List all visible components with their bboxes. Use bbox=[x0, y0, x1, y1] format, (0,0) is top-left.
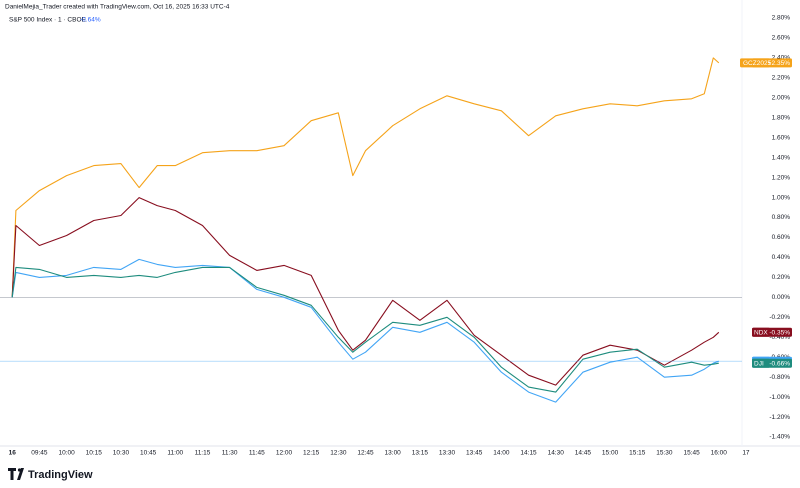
x-tick-label: 15:45 bbox=[683, 450, 700, 457]
symbol[interactable]: S&P 500 Index · 1 · CBOE bbox=[9, 17, 86, 24]
y-tick-label: 2.60% bbox=[772, 35, 791, 42]
y-tick-label: 0.00% bbox=[772, 294, 791, 301]
y-tick-label: 0.20% bbox=[772, 274, 791, 281]
x-tick-label: 15:00 bbox=[602, 450, 619, 457]
x-tick-label: 13:00 bbox=[385, 450, 402, 457]
x-tick-label: 11:45 bbox=[249, 450, 265, 457]
x-tick-label: 10:15 bbox=[86, 450, 103, 457]
x-tick-label: 16:00 bbox=[711, 450, 728, 457]
brand: TradingView bbox=[28, 469, 93, 481]
logo bbox=[8, 468, 24, 480]
y-tick-label: 1.00% bbox=[772, 194, 791, 201]
y-tick-label: 2.20% bbox=[772, 75, 791, 82]
y-tick-label: -0.20% bbox=[769, 314, 790, 321]
badge-name: GCZ2025 bbox=[743, 60, 772, 67]
y-tick-label: 1.40% bbox=[772, 154, 791, 161]
y-tick-label: 1.60% bbox=[772, 134, 791, 141]
badge-name: DJI bbox=[754, 360, 764, 367]
y-tick-label: 2.40% bbox=[772, 55, 791, 62]
badge-value: -0.35% bbox=[769, 329, 790, 336]
last-value-badge: DJI -0.66% bbox=[752, 358, 792, 368]
badge-value: -0.66% bbox=[769, 360, 790, 367]
badge-name: NDX bbox=[754, 329, 768, 336]
x-tick-label: 14:45 bbox=[575, 450, 592, 457]
x-tick-label: 12:15 bbox=[303, 450, 320, 457]
x-tick-label: 14:00 bbox=[493, 450, 510, 457]
x-tick-label: 11:00 bbox=[167, 450, 183, 457]
x-tick-label: 09:45 bbox=[31, 450, 48, 457]
x-tick-label: 12:30 bbox=[330, 450, 347, 457]
y-tick-label: 2.80% bbox=[772, 15, 791, 22]
x-tick-label: 17 bbox=[742, 450, 750, 457]
y-tick-label: 1.80% bbox=[772, 114, 791, 121]
y-tick-label: -0.80% bbox=[769, 374, 790, 381]
x-tick-label: 13:30 bbox=[439, 450, 456, 457]
symbol-change: -0.64% bbox=[80, 17, 101, 24]
badge-name-box bbox=[740, 58, 770, 68]
x-tick-label: 13:45 bbox=[466, 450, 483, 457]
x-tick-label: 12:00 bbox=[276, 450, 293, 457]
series-line bbox=[11, 258, 719, 403]
x-tick-label: 10:00 bbox=[58, 450, 75, 457]
x-tick-label: 10:30 bbox=[113, 450, 130, 457]
badge-name-box bbox=[752, 358, 770, 368]
y-tick-label: 0.80% bbox=[772, 214, 791, 221]
y-tick-label: -1.40% bbox=[769, 434, 790, 441]
x-tick-label: 14:15 bbox=[520, 450, 537, 457]
y-tick-label: 1.20% bbox=[772, 174, 791, 181]
last-value-badge: NDX -0.35% bbox=[752, 327, 792, 337]
series-line bbox=[11, 57, 720, 298]
y-tick-label: -1.00% bbox=[769, 394, 790, 401]
y-tick-label: 2.00% bbox=[772, 95, 791, 102]
x-tick-label: 16 bbox=[9, 450, 17, 457]
x-tick-label: 13:15 bbox=[412, 450, 429, 457]
x-tick-label: 12:45 bbox=[357, 450, 374, 457]
attribution: DanielMejia_Trader created with TradingV… bbox=[5, 4, 230, 11]
badge-name-box bbox=[752, 327, 770, 337]
x-tick-label: 11:30 bbox=[222, 450, 238, 457]
x-tick-label: 11:15 bbox=[195, 450, 211, 457]
y-tick-label: 0.60% bbox=[772, 234, 791, 241]
x-tick-label: 10:45 bbox=[140, 450, 157, 457]
y-tick-label: 0.40% bbox=[772, 254, 791, 261]
y-tick-label: -1.20% bbox=[769, 414, 790, 421]
last-value-badge: GCZ2025+2.35% bbox=[740, 58, 792, 68]
x-tick-label: 14:30 bbox=[548, 450, 565, 457]
x-tick-label: 15:30 bbox=[656, 450, 673, 457]
x-tick-label: 15:15 bbox=[629, 450, 646, 457]
y-tick-label: -0.40% bbox=[769, 334, 790, 341]
badge-value: +2.35% bbox=[768, 60, 790, 67]
series-line bbox=[11, 266, 719, 393]
